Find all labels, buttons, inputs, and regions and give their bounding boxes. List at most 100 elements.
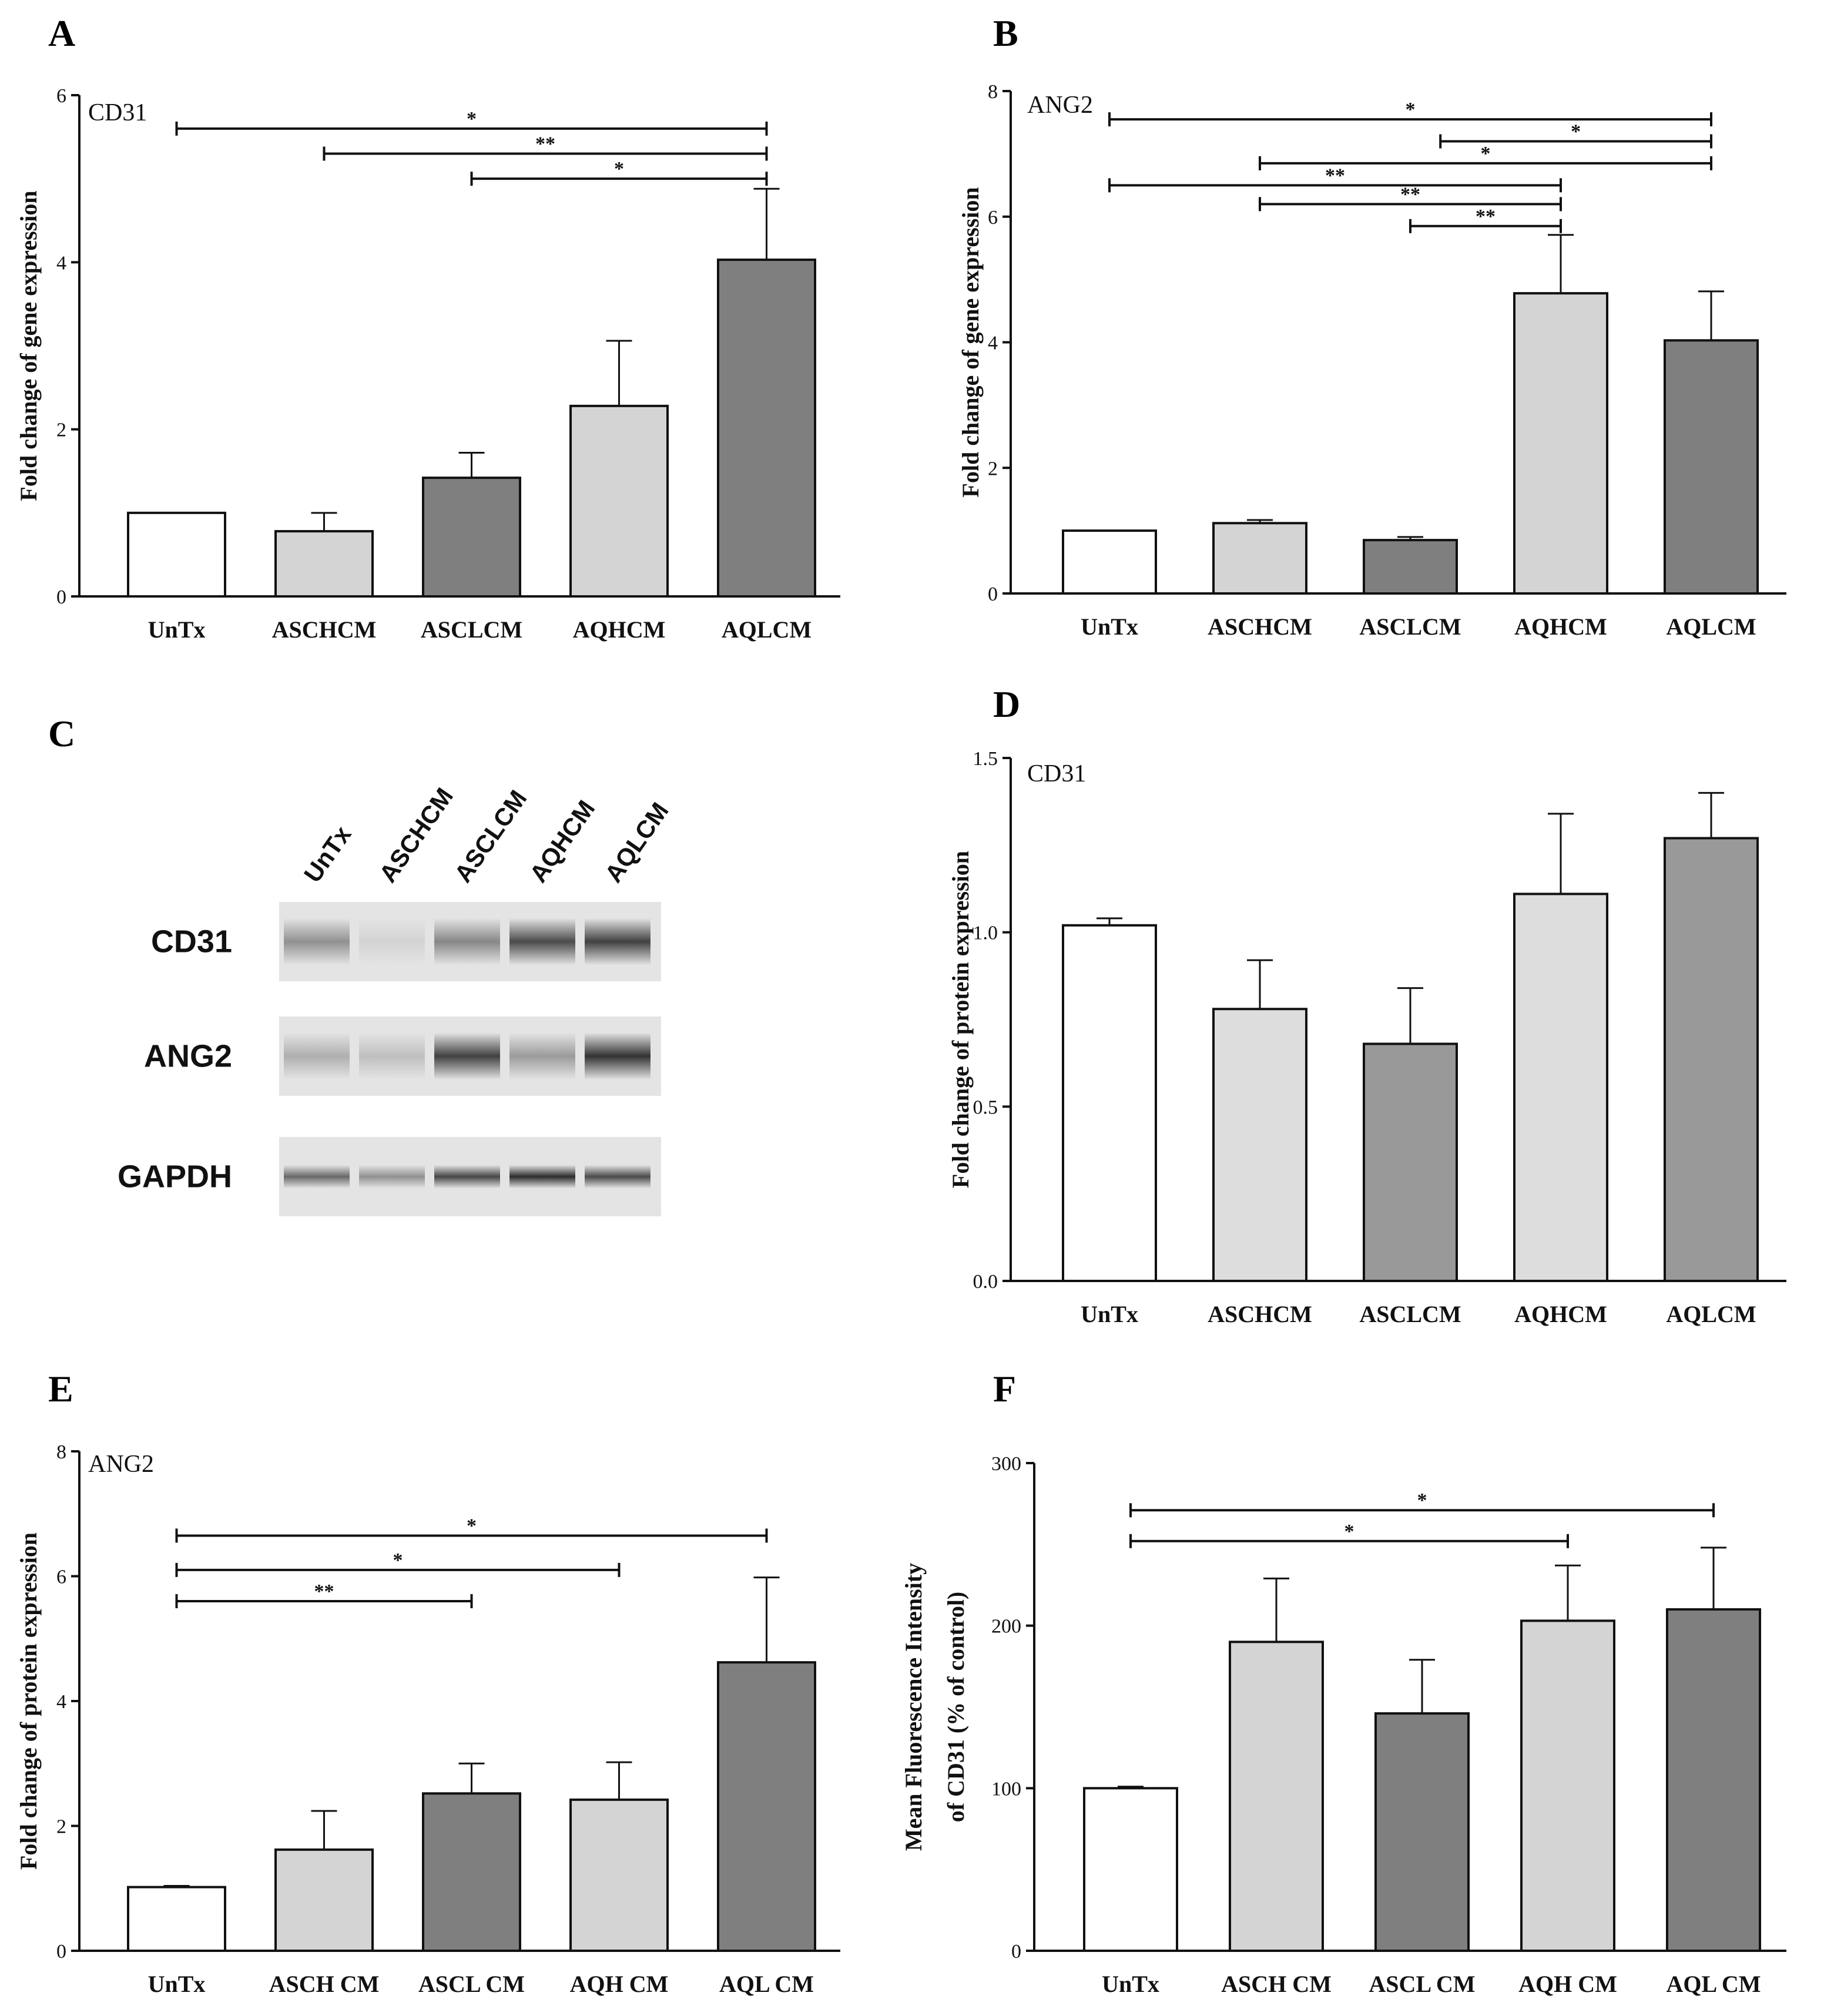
- blot-row-label: CD31: [151, 924, 232, 960]
- bar-0: [127, 1886, 226, 1952]
- bar-4: [1664, 837, 1759, 1282]
- bar-3: [569, 1798, 669, 1952]
- x-tick-label: AQL CM: [719, 1971, 814, 1997]
- x-tick-label: AQLCM: [1666, 613, 1756, 640]
- x-tick-label: UnTx: [1081, 613, 1138, 640]
- blot-band: [284, 1032, 350, 1080]
- blot-row-label: ANG2: [144, 1039, 232, 1074]
- bar-4: [1666, 1608, 1761, 1952]
- bar-2: [1363, 539, 1458, 595]
- x-tick-label: AQH CM: [1518, 1971, 1617, 1997]
- blot-lane-label: AQLCM: [599, 797, 674, 887]
- y-axis-label: Mean Fluorescence Intensity: [900, 1563, 927, 1851]
- x-tick-label: UnTx: [148, 1971, 206, 1997]
- bar-3: [569, 404, 669, 598]
- bar-3: [1513, 292, 1608, 595]
- y-axis-label: Fold change of gene expression: [957, 187, 984, 497]
- y-tick-label: 4: [988, 333, 998, 354]
- bar-1: [274, 530, 374, 598]
- panel-label-a: A: [48, 12, 75, 54]
- sig-star: **: [1476, 206, 1496, 227]
- blot-lane-label: ASCLCM: [449, 785, 532, 887]
- bar-4: [717, 1661, 816, 1952]
- bar-0: [1083, 1787, 1178, 1952]
- chart-a: 0 2 4 6 Fold change of gene expression CD31 Un…: [15, 85, 840, 643]
- chart-title: CD31: [88, 99, 147, 126]
- bar-3: [1520, 1619, 1615, 1953]
- y-tick-label: 2: [56, 1816, 66, 1838]
- bar-2: [422, 1792, 521, 1952]
- y-tick-label: 6: [56, 1566, 66, 1588]
- chart-f: 0 100 200 300 Mean Fluorescence Intensity of …: [900, 1453, 1786, 1997]
- sig-star: **: [535, 133, 555, 155]
- y-tick-label: 1.0: [973, 923, 998, 944]
- blot-band: [509, 1165, 575, 1189]
- sig-star: *: [467, 108, 477, 130]
- x-tick-label: ASCLCM: [1359, 613, 1461, 640]
- x-tick-label: ASCHCM: [1208, 613, 1312, 640]
- y-tick-label: 0.5: [973, 1096, 998, 1118]
- x-tick-label: AQLCM: [722, 616, 812, 643]
- bar-3: [1513, 893, 1608, 1282]
- x-tick-label: AQHCM: [1514, 1301, 1607, 1327]
- x-tick-label: ASCL CM: [1369, 1971, 1475, 1997]
- y-tick-label: 200: [991, 1616, 1021, 1638]
- x-tick-label: AQHCM: [1514, 613, 1607, 640]
- sig-star: *: [1344, 1521, 1354, 1542]
- x-tick-label: UnTx: [1102, 1971, 1159, 1997]
- x-tick-label: ASCHCM: [272, 616, 377, 643]
- blot-band: [509, 918, 575, 965]
- x-tick-label: AQLCM: [1666, 1301, 1756, 1327]
- chart-title: CD31: [1027, 760, 1086, 787]
- bar-1: [274, 1848, 374, 1952]
- blot-band: [585, 1165, 651, 1189]
- panel-label-b: B: [993, 12, 1018, 54]
- blot-row-label: GAPDH: [118, 1159, 232, 1195]
- y-tick-label: 0: [1011, 1941, 1021, 1963]
- y-axis-label: of CD31 (% of control): [943, 1592, 969, 1823]
- blot-lane-label: UnTx: [299, 821, 357, 887]
- bar-2: [422, 477, 521, 598]
- y-axis-label: Fold change of protein expression: [947, 851, 974, 1188]
- sig-star: *: [467, 1515, 477, 1537]
- bar-2: [1363, 1042, 1458, 1282]
- blot-band: [359, 1032, 425, 1080]
- sig-star: *: [1571, 121, 1581, 143]
- blot-lane-label: AQHCM: [524, 795, 601, 887]
- chart-d: 0.0 0.5 1.0 1.5 Fold change of protein expre…: [947, 748, 1786, 1327]
- x-tick-label: ASCLCM: [421, 616, 522, 643]
- sig-star: **: [1400, 183, 1420, 205]
- y-tick-label: 4: [56, 1691, 66, 1713]
- chart-b: 0 2 4 6 8 Fold change of gene expression ANG2 U…: [957, 81, 1786, 640]
- x-tick-label: UnTx: [148, 616, 206, 643]
- y-tick-label: 2: [988, 458, 998, 479]
- sig-star: *: [1406, 99, 1416, 120]
- y-tick-label: 8: [988, 81, 998, 103]
- blot-band: [359, 1165, 425, 1189]
- blot-band: [434, 918, 500, 965]
- x-tick-label: ASCHCM: [1208, 1301, 1312, 1327]
- x-tick-label: UnTx: [1081, 1301, 1138, 1327]
- x-tick-label: AQL CM: [1666, 1971, 1761, 1997]
- blot-band: [434, 1165, 500, 1189]
- panel-label-f: F: [993, 1368, 1016, 1410]
- y-tick-label: 0: [56, 1941, 66, 1963]
- y-tick-label: 100: [991, 1778, 1021, 1800]
- bar-4: [717, 259, 816, 598]
- x-tick-label: ASCLCM: [1359, 1301, 1461, 1327]
- sig-star: **: [314, 1581, 334, 1602]
- x-tick-label: ASCH CM: [1221, 1971, 1332, 1997]
- sig-star: *: [393, 1549, 403, 1571]
- y-tick-label: 8: [56, 1441, 66, 1463]
- blot-band: [434, 1032, 500, 1080]
- bar-0: [1062, 924, 1157, 1283]
- panel-label-c: C: [48, 713, 75, 754]
- y-tick-label: 2: [56, 420, 66, 441]
- y-tick-label: 4: [56, 252, 66, 274]
- charts-layer: 0 2 4 6 Fold change of gene expression CD31 Un…: [15, 81, 1786, 1997]
- bar-1: [1212, 1008, 1307, 1282]
- bar-0: [127, 511, 226, 598]
